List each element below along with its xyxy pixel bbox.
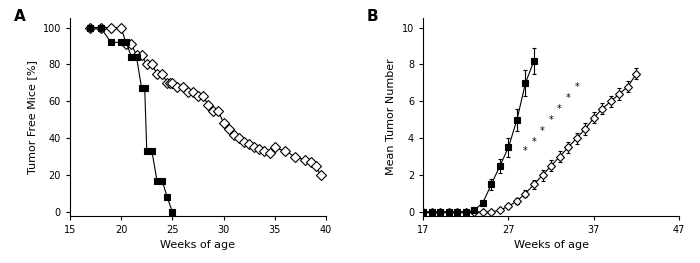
X-axis label: Weeks of age: Weeks of age — [514, 240, 589, 250]
Text: *: * — [523, 146, 528, 156]
Text: B: B — [367, 8, 379, 24]
Y-axis label: Tumor Free Mice [%]: Tumor Free Mice [%] — [27, 60, 37, 174]
Y-axis label: Mean Tumor Number: Mean Tumor Number — [386, 59, 396, 175]
Text: *: * — [574, 82, 579, 92]
Text: *: * — [566, 93, 570, 103]
Text: *: * — [549, 115, 554, 125]
X-axis label: Weeks of age: Weeks of age — [160, 240, 235, 250]
Text: A: A — [14, 8, 25, 24]
Text: *: * — [531, 137, 536, 147]
Text: *: * — [540, 126, 545, 136]
Text: *: * — [557, 104, 562, 114]
